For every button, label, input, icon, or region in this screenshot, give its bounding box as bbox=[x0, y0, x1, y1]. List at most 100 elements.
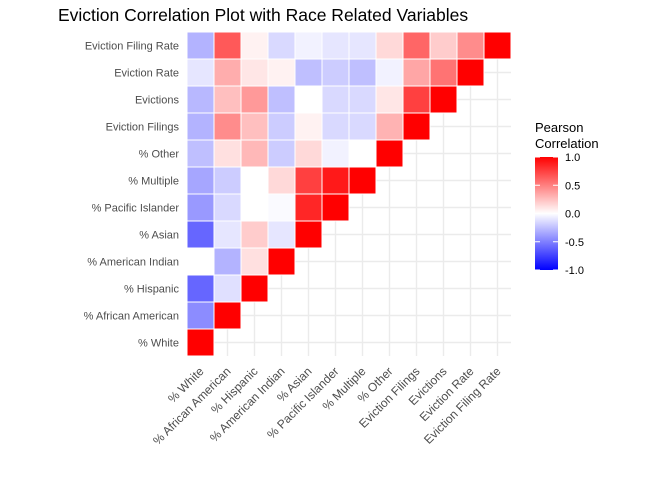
heatmap-cell bbox=[294, 193, 323, 222]
heatmap-cell bbox=[294, 58, 323, 87]
heatmap-cell bbox=[348, 85, 377, 114]
heatmap-cell bbox=[402, 112, 431, 141]
heatmap-cell bbox=[240, 31, 269, 60]
y-tick-label: Eviction Filing Rate bbox=[85, 41, 179, 53]
heatmap-cell bbox=[186, 274, 215, 303]
legend-tick-label: -1.0 bbox=[565, 265, 584, 277]
heatmap-cell bbox=[267, 58, 296, 87]
heatmap-cell bbox=[375, 112, 404, 141]
legend-ticks: 1.0 0.5 0.0 -0.5 -1.0 bbox=[535, 152, 584, 277]
heatmap-cell bbox=[213, 166, 242, 195]
heatmap-cell bbox=[321, 166, 350, 195]
heatmap-cell bbox=[267, 193, 296, 222]
heatmap-cell bbox=[240, 247, 269, 276]
x-axis-labels: % White% African American% Hispanic% Ame… bbox=[150, 364, 504, 448]
heatmap-cell bbox=[402, 85, 431, 114]
legend-title-line1: Pearson bbox=[535, 120, 583, 135]
heatmap-cell bbox=[213, 85, 242, 114]
heatmap-cell bbox=[294, 166, 323, 195]
heatmap-cell bbox=[321, 112, 350, 141]
heatmap-cell bbox=[429, 85, 458, 114]
legend-tick-label: 1.0 bbox=[565, 152, 580, 164]
heatmap-cell bbox=[267, 247, 296, 276]
heatmap-cell bbox=[267, 139, 296, 168]
heatmap-cell bbox=[375, 31, 404, 60]
heatmap-cell bbox=[267, 166, 296, 195]
heatmap-cell bbox=[321, 85, 350, 114]
y-tick-label: % Asian bbox=[139, 230, 179, 242]
heatmap-cells bbox=[186, 31, 512, 357]
heatmap-cell bbox=[483, 31, 512, 60]
heatmap-cell bbox=[186, 301, 215, 330]
legend-colorbar bbox=[535, 157, 558, 270]
heatmap-cell bbox=[186, 166, 215, 195]
heatmap-cell bbox=[321, 193, 350, 222]
heatmap-cell bbox=[348, 31, 377, 60]
heatmap-cell bbox=[429, 58, 458, 87]
heatmap-cell bbox=[186, 220, 215, 249]
heatmap-cell bbox=[267, 220, 296, 249]
heatmap-cell bbox=[348, 166, 377, 195]
y-axis-labels: % White % African American % Hispanic % Ame… bbox=[84, 41, 180, 350]
y-tick-label: % Pacific Islander bbox=[92, 203, 180, 215]
heatmap-cell bbox=[348, 58, 377, 87]
y-tick-label: Eviction Filings bbox=[106, 122, 180, 134]
heatmap-cell bbox=[375, 85, 404, 114]
heatmap-cell bbox=[321, 139, 350, 168]
heatmap-cell bbox=[240, 112, 269, 141]
heatmap-cell bbox=[240, 58, 269, 87]
heatmap-cell bbox=[456, 58, 485, 87]
y-tick-label: % Hispanic bbox=[124, 284, 180, 296]
heatmap-cell bbox=[402, 58, 431, 87]
heatmap-cell bbox=[213, 58, 242, 87]
heatmap-cell bbox=[240, 85, 269, 114]
heatmap-cell bbox=[240, 220, 269, 249]
heatmap-cell bbox=[294, 31, 323, 60]
legend-tick-label: 0.5 bbox=[565, 180, 580, 192]
heatmap-cell bbox=[240, 139, 269, 168]
heatmap-cell bbox=[267, 85, 296, 114]
heatmap-cell bbox=[186, 31, 215, 60]
y-tick-label: % African American bbox=[84, 311, 179, 323]
heatmap-cell bbox=[213, 139, 242, 168]
legend-title-line2: Correlation bbox=[535, 136, 599, 151]
heatmap-cell bbox=[348, 112, 377, 141]
heatmap-cell bbox=[375, 58, 404, 87]
heatmap-cell bbox=[213, 31, 242, 60]
heatmap-cell bbox=[213, 301, 242, 330]
heatmap-cell bbox=[213, 247, 242, 276]
y-tick-label: Evictions bbox=[135, 95, 180, 107]
heatmap-cell bbox=[348, 139, 377, 168]
legend: Pearson Correlation 1.0 0.5 0.0 -0.5 -1.0 bbox=[535, 120, 599, 277]
heatmap-cell bbox=[186, 328, 215, 357]
heatmap-cell bbox=[267, 31, 296, 60]
heatmap-cell bbox=[186, 193, 215, 222]
heatmap-cell bbox=[294, 85, 323, 114]
heatmap-cell bbox=[294, 139, 323, 168]
heatmap-cell bbox=[375, 139, 404, 168]
heatmap-cell bbox=[186, 247, 215, 276]
heatmap-cell bbox=[321, 31, 350, 60]
heatmap-cell bbox=[186, 58, 215, 87]
y-tick-label: % American Indian bbox=[87, 257, 179, 269]
heatmap-cell bbox=[186, 112, 215, 141]
heatmap-cell bbox=[294, 112, 323, 141]
heatmap-cell bbox=[186, 139, 215, 168]
y-tick-label: % Multiple bbox=[128, 176, 179, 188]
heatmap-cell bbox=[213, 193, 242, 222]
heatmap-cell bbox=[402, 31, 431, 60]
y-tick-label: % White bbox=[138, 338, 179, 350]
heatmap-cell bbox=[186, 85, 215, 114]
heatmap-cell bbox=[240, 193, 269, 222]
legend-tick-label: -0.5 bbox=[565, 237, 584, 249]
heatmap-cell bbox=[294, 220, 323, 249]
heatmap-cell bbox=[321, 58, 350, 87]
legend-tick-label: 0.0 bbox=[565, 209, 580, 221]
heatmap-cell bbox=[429, 31, 458, 60]
y-tick-label: Eviction Rate bbox=[114, 68, 179, 80]
heatmap-cell bbox=[240, 274, 269, 303]
chart-title: Eviction Correlation Plot with Race Rela… bbox=[58, 5, 468, 25]
heatmap-cell bbox=[267, 112, 296, 141]
